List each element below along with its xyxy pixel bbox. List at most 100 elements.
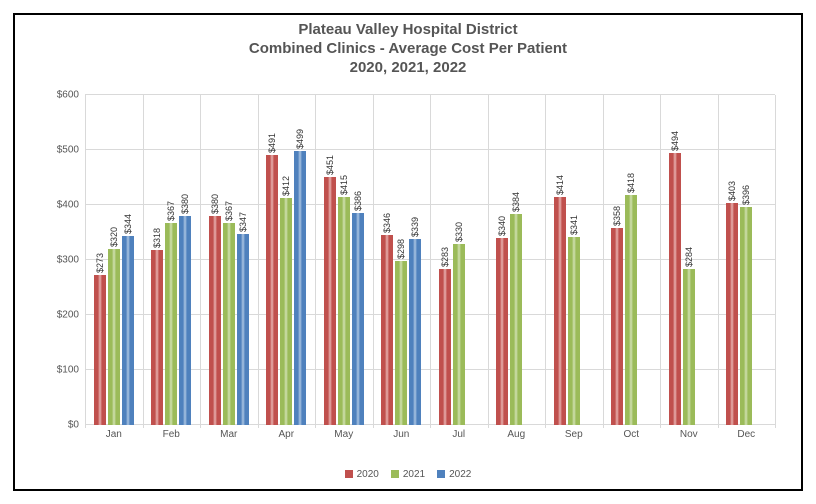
x-category-label: Oct: [603, 425, 661, 440]
bar-value-label: $273: [95, 253, 105, 275]
bar: $499: [294, 151, 306, 425]
bar: $320: [108, 249, 120, 425]
bar: $340: [496, 238, 508, 425]
bar-value-label: $367: [166, 201, 176, 223]
chart-title: Plateau Valley Hospital District Combine…: [15, 15, 801, 77]
legend-swatch: [437, 470, 445, 478]
bar-value-label: $412: [281, 176, 291, 198]
chart-frame: Plateau Valley Hospital District Combine…: [13, 13, 803, 491]
bar: $344: [122, 236, 134, 425]
y-tick-label: $600: [57, 90, 79, 101]
bar: $418: [625, 195, 637, 425]
bar: $491: [266, 155, 278, 425]
y-tick-label: $100: [57, 365, 79, 376]
legend-swatch: [391, 470, 399, 478]
x-category-label: Jan: [85, 425, 143, 440]
x-tick: [258, 95, 259, 428]
legend-label: 2020: [357, 469, 379, 480]
bar-value-label: $499: [295, 129, 305, 151]
bar-value-label: $346: [382, 213, 392, 235]
x-tick: [603, 95, 604, 428]
x-tick: [373, 95, 374, 428]
bar-value-label: $384: [511, 192, 521, 214]
x-category-label: May: [315, 425, 373, 440]
bar-value-label: $380: [210, 194, 220, 216]
x-tick: [545, 95, 546, 428]
bar: $339: [409, 239, 421, 425]
title-line-1: Plateau Valley Hospital District: [15, 21, 801, 40]
legend: 2020 2021 2022: [15, 469, 801, 482]
bar: $380: [209, 216, 221, 425]
category-group: $273$320$344Jan: [85, 95, 143, 425]
x-category-label: Sep: [545, 425, 603, 440]
bar: $367: [223, 223, 235, 425]
category-group: $283$330Jul: [430, 95, 488, 425]
bar-value-label: $318: [152, 228, 162, 250]
category-group: $494$284Nov: [660, 95, 718, 425]
legend-label: 2022: [449, 469, 471, 480]
category-group: $346$298$339Jun: [373, 95, 431, 425]
bar: $358: [611, 228, 623, 425]
bar-value-label: $344: [123, 214, 133, 236]
bar: $330: [453, 244, 465, 426]
bar: $451: [324, 177, 336, 425]
x-tick: [430, 95, 431, 428]
bar-value-label: $347: [238, 212, 248, 234]
category-group: $414$341Sep: [545, 95, 603, 425]
bar: $414: [554, 197, 566, 425]
bar-value-label: $339: [410, 217, 420, 239]
bar: $273: [94, 275, 106, 425]
x-category-label: Dec: [718, 425, 776, 440]
bar: $494: [669, 153, 681, 425]
bar: $403: [726, 203, 738, 425]
x-tick: [200, 95, 201, 428]
y-tick-label: $300: [57, 255, 79, 266]
bar-value-label: $494: [670, 131, 680, 153]
y-tick-label: $200: [57, 310, 79, 321]
bar: $284: [683, 269, 695, 425]
bar-value-label: $320: [109, 227, 119, 249]
bar: $318: [151, 250, 163, 425]
bar-value-label: $491: [267, 133, 277, 155]
x-category-label: Mar: [200, 425, 258, 440]
legend-swatch: [345, 470, 353, 478]
bar-value-label: $341: [569, 215, 579, 237]
bar-value-label: $298: [396, 239, 406, 261]
bar: $412: [280, 198, 292, 425]
category-group: $340$384Aug: [488, 95, 546, 425]
bar: $347: [237, 234, 249, 425]
x-category-label: Feb: [143, 425, 201, 440]
bar-value-label: $330: [454, 221, 464, 243]
bar: $386: [352, 213, 364, 425]
x-tick: [85, 95, 86, 428]
y-tick-label: $500: [57, 145, 79, 156]
legend-item: 2020: [345, 469, 379, 480]
bar-value-label: $340: [497, 216, 507, 238]
bar-value-label: $403: [727, 181, 737, 203]
bar: $415: [338, 197, 350, 425]
bar-value-label: $358: [612, 206, 622, 228]
x-category-label: Aug: [488, 425, 546, 440]
bar-value-label: $414: [555, 175, 565, 197]
legend-label: 2021: [403, 469, 425, 480]
title-line-2: Combined Clinics - Average Cost Per Pati…: [15, 40, 801, 59]
category-group: $451$415$386May: [315, 95, 373, 425]
bar-value-label: $367: [224, 201, 234, 223]
x-category-label: Jul: [430, 425, 488, 440]
x-tick: [488, 95, 489, 428]
x-tick: [718, 95, 719, 428]
bar: $396: [740, 207, 752, 425]
y-tick-label: $400: [57, 200, 79, 211]
y-tick-label: $0: [68, 420, 79, 431]
category-group: $380$367$347Mar: [200, 95, 258, 425]
x-category-label: Jun: [373, 425, 431, 440]
x-tick: [775, 95, 776, 428]
category-group: $318$367$380Feb: [143, 95, 201, 425]
x-tick: [660, 95, 661, 428]
x-category-label: Apr: [258, 425, 316, 440]
bar: $380: [179, 216, 191, 425]
bar-value-label: $415: [339, 175, 349, 197]
title-line-3: 2020, 2021, 2022: [15, 59, 801, 78]
bar: $298: [395, 261, 407, 425]
legend-item: 2022: [437, 469, 471, 480]
